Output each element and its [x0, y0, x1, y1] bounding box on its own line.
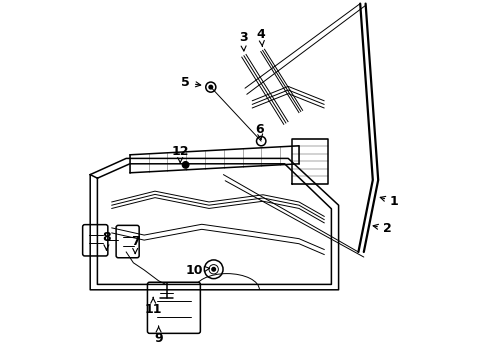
- Text: 12: 12: [172, 145, 189, 163]
- Circle shape: [209, 85, 213, 89]
- Text: 11: 11: [145, 297, 162, 316]
- Text: 3: 3: [239, 31, 247, 51]
- Text: 6: 6: [255, 123, 264, 139]
- Text: 9: 9: [154, 326, 163, 345]
- FancyBboxPatch shape: [147, 282, 200, 333]
- Text: 10: 10: [186, 264, 210, 276]
- Circle shape: [212, 267, 216, 271]
- FancyBboxPatch shape: [116, 225, 139, 258]
- Text: 4: 4: [257, 28, 266, 46]
- Text: 7: 7: [131, 235, 140, 254]
- Text: 8: 8: [102, 231, 111, 250]
- Text: 2: 2: [373, 222, 392, 235]
- Text: 5: 5: [181, 76, 201, 89]
- Text: 1: 1: [380, 195, 399, 208]
- FancyBboxPatch shape: [83, 225, 108, 256]
- Circle shape: [182, 162, 189, 168]
